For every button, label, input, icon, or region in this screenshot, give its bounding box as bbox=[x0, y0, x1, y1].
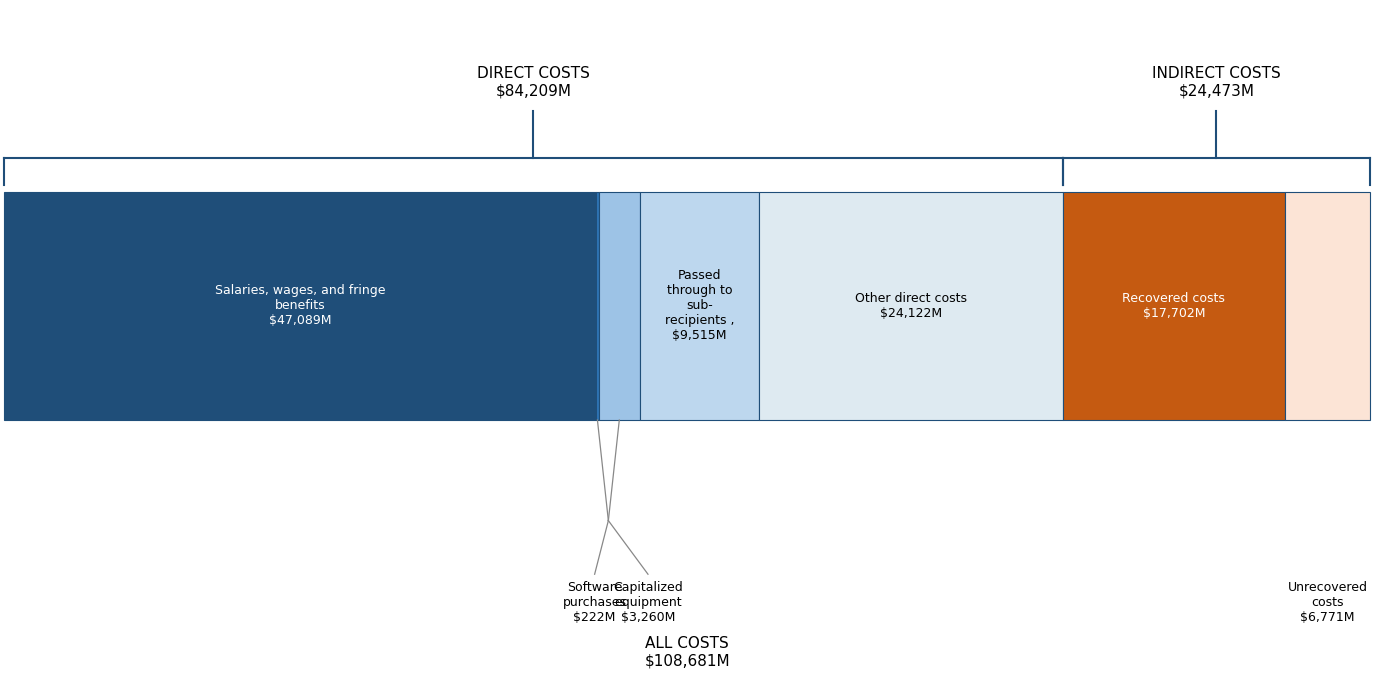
Bar bbox=[4, 192, 597, 420]
Text: INDIRECT COSTS
$24,473M: INDIRECT COSTS $24,473M bbox=[1152, 66, 1280, 98]
Text: Passed
through to
sub-
recipients ,
$9,515M: Passed through to sub- recipients , $9,5… bbox=[664, 270, 735, 342]
Text: Unrecovered
costs
$6,771M: Unrecovered costs $6,771M bbox=[1287, 581, 1367, 624]
Bar bbox=[1062, 192, 1286, 420]
Text: Salaries, wages, and fringe
benefits
$47,089M: Salaries, wages, and fringe benefits $47… bbox=[215, 285, 385, 327]
Bar bbox=[1286, 192, 1370, 420]
Text: ALL COSTS
$108,681M: ALL COSTS $108,681M bbox=[645, 636, 731, 668]
Text: Capitalized
equipment
$3,260M: Capitalized equipment $3,260M bbox=[613, 581, 682, 624]
Text: Software
purchases
$222M: Software purchases $222M bbox=[562, 581, 627, 624]
Bar bbox=[599, 192, 639, 420]
Bar bbox=[597, 192, 599, 420]
Bar bbox=[639, 192, 760, 420]
Text: Recovered costs
$17,702M: Recovered costs $17,702M bbox=[1123, 292, 1225, 320]
Text: Other direct costs
$24,122M: Other direct costs $24,122M bbox=[855, 292, 967, 320]
Bar bbox=[760, 192, 1062, 420]
Text: DIRECT COSTS
$84,209M: DIRECT COSTS $84,209M bbox=[476, 66, 590, 98]
